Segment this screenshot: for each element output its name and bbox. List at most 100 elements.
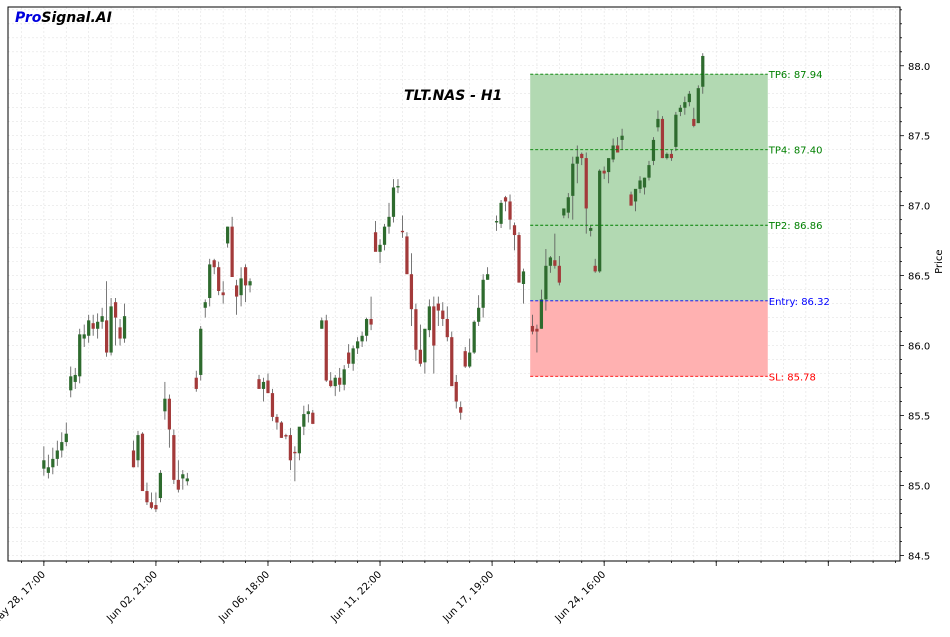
candle-body — [288, 435, 293, 461]
candle-body — [217, 267, 221, 291]
candle-body — [683, 102, 687, 108]
candle-body — [512, 225, 517, 236]
candle-body — [131, 450, 136, 468]
candle-body — [620, 135, 624, 140]
brand-rest: Signal.AI — [41, 10, 112, 26]
candle-body — [539, 299, 544, 329]
candle-body — [60, 442, 64, 451]
candle-body — [347, 352, 351, 364]
candle-body — [208, 264, 212, 298]
candle-body — [562, 208, 566, 216]
candle-body — [239, 278, 243, 296]
candle-body — [660, 118, 665, 159]
candle-body — [651, 139, 656, 161]
candle-body — [615, 145, 620, 153]
candle-body — [248, 281, 252, 286]
tp-label: TP2: 86.86 — [768, 221, 823, 232]
candle-body — [611, 145, 615, 160]
x-tick-label: Jun 02, 21:00 — [104, 569, 160, 625]
candle-body — [118, 327, 122, 339]
candle-body — [553, 260, 557, 266]
candle-body — [580, 153, 584, 159]
candle-body — [297, 426, 301, 454]
candle-body — [450, 337, 454, 387]
candle-body — [696, 88, 700, 124]
candle-body — [638, 180, 642, 189]
candle-body — [149, 502, 154, 508]
candle-body — [42, 460, 46, 469]
candle-body — [642, 177, 647, 188]
candle-body — [494, 221, 499, 223]
candle-body — [234, 285, 239, 297]
candle-body — [566, 197, 570, 213]
candle-body — [46, 467, 50, 473]
x-tick-label: Jun 24, 16:00 — [553, 569, 609, 625]
candle-body — [396, 186, 400, 188]
candle-body — [360, 335, 364, 342]
y-axis-label: Price — [934, 249, 945, 273]
candle-body — [701, 55, 705, 87]
candle-body — [373, 232, 378, 252]
profit-zone — [530, 74, 768, 301]
candle-body — [226, 226, 230, 244]
candle-body — [544, 265, 548, 300]
candle-body — [589, 228, 593, 231]
candle-body — [445, 318, 449, 338]
candle-body — [535, 328, 539, 332]
candle-body — [571, 163, 575, 196]
entry-label: Entry: 86.32 — [769, 297, 830, 308]
candle-body — [140, 433, 145, 492]
y-tick-label: 88.0 — [908, 62, 930, 73]
candle-body — [69, 376, 73, 391]
candle-body — [633, 188, 638, 202]
candle-body — [387, 216, 391, 227]
candle-body — [324, 320, 328, 381]
candle-body — [548, 257, 552, 266]
candle-body — [73, 374, 77, 382]
x-tick-label: Jun 11, 22:00 — [328, 569, 384, 625]
candle-body — [414, 309, 418, 350]
candle-body — [230, 226, 234, 278]
sl-label: SL: 85.78 — [769, 372, 816, 383]
brand-logo: ProSignal.AI — [15, 10, 112, 26]
candle-body — [454, 381, 458, 402]
candle-body — [584, 158, 588, 209]
candle-body — [87, 320, 91, 336]
candle-body — [575, 156, 579, 164]
candle-body — [176, 479, 180, 490]
candle-body — [91, 323, 95, 329]
candle-body — [136, 435, 140, 461]
candle-body — [607, 158, 611, 173]
candle-body — [261, 381, 266, 389]
candle-body — [122, 316, 127, 339]
candle-body — [109, 306, 113, 353]
y-tick-label: 86.5 — [908, 272, 930, 283]
candle-body — [436, 303, 440, 311]
candle-body — [629, 194, 633, 206]
candle-body — [364, 318, 369, 336]
candle-body — [82, 334, 86, 339]
candle-body — [302, 414, 306, 427]
y-tick-label: 85.0 — [908, 481, 930, 492]
candle-body — [145, 491, 149, 503]
candle-body — [181, 474, 185, 479]
candle-body — [468, 352, 472, 367]
y-tick-label: 84.5 — [908, 551, 930, 562]
candle-body — [557, 265, 561, 283]
candle-body — [185, 478, 189, 482]
candle-body — [333, 377, 337, 387]
brand-pro: Pro — [15, 10, 42, 26]
candle-body — [338, 377, 342, 385]
candle-body — [293, 451, 297, 454]
candle-body — [51, 458, 55, 468]
candle-body — [530, 325, 535, 332]
candle-body — [113, 302, 118, 318]
candle-body — [351, 348, 355, 364]
candle-body — [203, 302, 207, 308]
candle-body — [284, 435, 288, 437]
candle-body — [486, 274, 490, 280]
candle-body — [678, 107, 682, 112]
candle-body — [647, 165, 651, 178]
candle-body — [517, 235, 521, 283]
candle-body — [64, 433, 68, 443]
